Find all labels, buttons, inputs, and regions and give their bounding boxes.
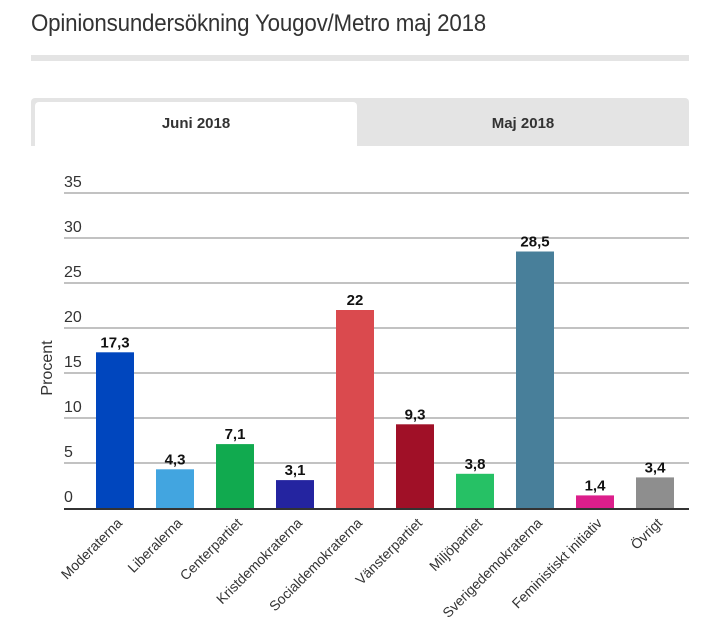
data-label: 3,1 bbox=[285, 462, 306, 479]
bar-liberalerna[interactable] bbox=[156, 469, 194, 508]
y-axis-ticks: 0 5 10 15 20 25 30 35 bbox=[64, 174, 82, 506]
y-tick-label: 35 bbox=[64, 174, 82, 191]
page-title: Opinionsundersökning Yougov/Metro maj 20… bbox=[31, 10, 487, 37]
x-category-label: Övrigt bbox=[627, 514, 666, 553]
tab-bar: Juni 2018 Maj 2018 bbox=[31, 98, 689, 146]
data-label: 7,1 bbox=[225, 426, 246, 443]
title-divider bbox=[31, 55, 689, 61]
x-category-label: Liberalerna bbox=[124, 515, 185, 576]
y-tick-label: 10 bbox=[64, 399, 82, 416]
data-label: 9,3 bbox=[405, 406, 426, 423]
data-label: 22 bbox=[347, 292, 364, 309]
tab-maj-2018[interactable]: Maj 2018 bbox=[357, 102, 689, 146]
data-labels: 17,3 4,3 7,1 3,1 22 9,3 3,8 28,5 1,4 3,4 bbox=[100, 234, 666, 495]
bar-moderaterna[interactable] bbox=[96, 352, 134, 508]
data-label: 17,3 bbox=[100, 334, 129, 351]
y-tick-label: 5 bbox=[64, 444, 73, 461]
x-category-label: Miljöpartiet bbox=[426, 515, 485, 574]
x-category-label: Sverigedemokraterna bbox=[439, 515, 545, 621]
bars bbox=[96, 251, 674, 509]
bar-socialdemokraterna[interactable] bbox=[336, 310, 374, 508]
bar-chart: 0 5 10 15 20 25 30 35 Procent 17,3 4,3 7,1 3,1 22 9,… bbox=[39, 174, 689, 621]
data-label: 1,4 bbox=[585, 477, 607, 494]
bar-feministiskt-initiativ[interactable] bbox=[576, 495, 614, 508]
gridlines bbox=[64, 192, 689, 464]
data-label: 3,4 bbox=[645, 459, 667, 476]
y-tick-label: 15 bbox=[64, 354, 82, 371]
data-label: 4,3 bbox=[165, 451, 186, 468]
bar-vänsterpartiet[interactable] bbox=[396, 424, 434, 508]
bar-kristdemokraterna[interactable] bbox=[276, 480, 314, 508]
bar-miljöpartiet[interactable] bbox=[456, 473, 494, 508]
bar-övrigt[interactable] bbox=[636, 477, 674, 508]
y-axis-label: Procent bbox=[39, 340, 56, 396]
y-tick-label: 30 bbox=[64, 219, 82, 236]
data-label: 28,5 bbox=[520, 234, 549, 251]
data-label: 3,8 bbox=[465, 456, 486, 473]
bar-sverigedemokraterna[interactable] bbox=[516, 251, 554, 509]
y-tick-label: 25 bbox=[64, 264, 82, 281]
x-category-label: Moderaterna bbox=[58, 515, 126, 583]
y-tick-label: 20 bbox=[64, 309, 82, 326]
y-tick-label: 0 bbox=[64, 489, 73, 506]
bar-centerpartiet[interactable] bbox=[216, 444, 254, 508]
x-axis-category-labels: Moderaterna LiberalernaCenterpartietKrist… bbox=[58, 514, 666, 621]
tab-juni-2018[interactable]: Juni 2018 bbox=[35, 102, 357, 146]
